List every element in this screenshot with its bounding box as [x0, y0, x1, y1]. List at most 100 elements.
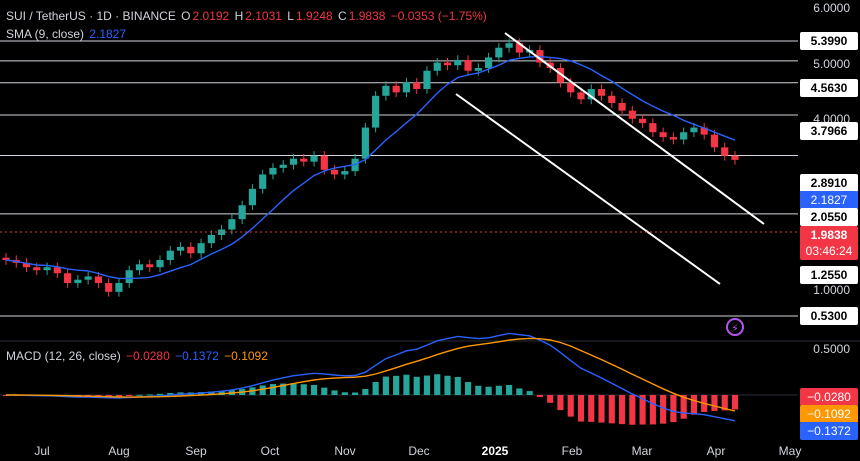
macd-bar: [618, 395, 626, 425]
macd-bar: [423, 375, 431, 395]
macd-bar: [444, 375, 451, 395]
candle-body: [135, 264, 144, 271]
macd-bar: [649, 395, 656, 425]
macd-bar: [454, 376, 461, 395]
symbol-title[interactable]: SUI / TetherUS · 1D · BINANCE: [6, 9, 176, 23]
macd-bar: [516, 388, 523, 395]
macd-bar: [218, 391, 225, 395]
open-value: 2.0192: [192, 9, 230, 23]
candle-body: [64, 273, 72, 284]
time-label: Dec: [408, 444, 430, 458]
candle-body: [33, 267, 41, 271]
flash-icon[interactable]: ⚡: [726, 318, 744, 336]
candles: [2, 38, 739, 297]
candle-body: [495, 47, 503, 58]
candle-body: [156, 260, 164, 268]
macd-bar: [629, 395, 636, 425]
candle-body: [474, 67, 482, 71]
macd-line: [5, 332, 736, 422]
macd-bar: [598, 395, 605, 423]
candle-body: [43, 267, 51, 271]
macd-bar: [208, 391, 215, 395]
channel-upper-line: [504, 32, 765, 225]
candle-body: [125, 270, 133, 284]
axis-tick: 5.0000: [813, 57, 850, 71]
time-label: May: [778, 444, 802, 458]
macd-bar: [146, 394, 153, 396]
close-value: 1.9838: [348, 9, 386, 23]
macd-bar: [331, 390, 338, 395]
candle-body: [433, 62, 441, 71]
candle-body: [515, 43, 523, 53]
last-price-tag: 1.9838: [800, 226, 858, 244]
high-value: 2.1031: [245, 9, 282, 23]
candle-body: [454, 59, 462, 66]
level-label: 1.2550: [800, 266, 858, 284]
time-label: Feb: [561, 444, 583, 458]
macd-bar: [115, 395, 123, 397]
candle-body: [710, 134, 719, 148]
sma-value: 2.1827: [89, 27, 127, 41]
macd-bar: [341, 392, 348, 395]
macd-bar: [156, 393, 164, 395]
macd-bar: [393, 375, 400, 395]
candle-body: [372, 95, 380, 128]
macd-bar: [434, 374, 441, 395]
candle-body: [289, 158, 298, 165]
macd-label: MACD (12, 26, close): [6, 349, 121, 363]
level-label: 0.5300: [800, 307, 858, 325]
macd-hist-value: −0.0280: [126, 349, 170, 363]
candle-body: [659, 132, 667, 138]
macd-histogram: [2, 374, 739, 425]
sma-label: SMA (9, close): [6, 27, 85, 41]
macd-bar: [464, 381, 472, 395]
macd-bar: [557, 395, 564, 411]
candle-body: [464, 59, 472, 71]
candle-body: [259, 174, 267, 189]
time-label: Sep: [185, 444, 207, 458]
candle-body: [207, 234, 215, 244]
sma-price-tag: 2.1827: [800, 191, 858, 209]
macd-legend[interactable]: MACD (12, 26, close) −0.0280 −0.1372 −0.…: [6, 349, 270, 363]
candle-body: [690, 127, 698, 133]
macd-pane: [0, 332, 798, 425]
macd-bar: [105, 395, 112, 397]
open-label: O: [181, 9, 191, 23]
low-value: 1.9248: [295, 9, 333, 23]
candle-body: [413, 82, 421, 90]
candle-body: [649, 123, 657, 133]
candle-body: [310, 155, 318, 162]
macd-line-tag: −0.1372: [800, 422, 858, 440]
macd-bar: [721, 395, 728, 411]
candle-body: [423, 70, 431, 90]
axis-tick: 0.5000: [813, 342, 850, 356]
candle-body: [320, 155, 328, 170]
candle-body: [443, 62, 452, 66]
macd-bar: [475, 385, 482, 395]
candle-body: [105, 283, 113, 292]
candle-body: [587, 89, 595, 100]
signal-line: [6, 337, 736, 412]
macd-bar: [352, 392, 359, 395]
level-label: 2.0550: [800, 208, 858, 226]
candle-body: [22, 262, 31, 268]
candle-body: [700, 127, 708, 135]
axis-tick: 1.0000: [813, 283, 850, 297]
candle-body: [402, 82, 411, 93]
sma-line: [5, 55, 736, 280]
candle-body: [361, 127, 369, 159]
time-label: Mar: [631, 444, 653, 458]
macd-bar: [588, 395, 595, 422]
candle-body: [228, 219, 236, 230]
candle-body: [94, 276, 103, 284]
signal-value: −0.1092: [224, 349, 268, 363]
macd-bar: [290, 383, 297, 395]
macd-bar: [269, 384, 277, 395]
sma-legend[interactable]: SMA (9, close) 2.1827: [6, 27, 128, 41]
candle-body: [505, 43, 513, 48]
macd-bar: [485, 386, 492, 395]
macd-bar: [136, 394, 143, 396]
high-label: H: [234, 9, 244, 23]
